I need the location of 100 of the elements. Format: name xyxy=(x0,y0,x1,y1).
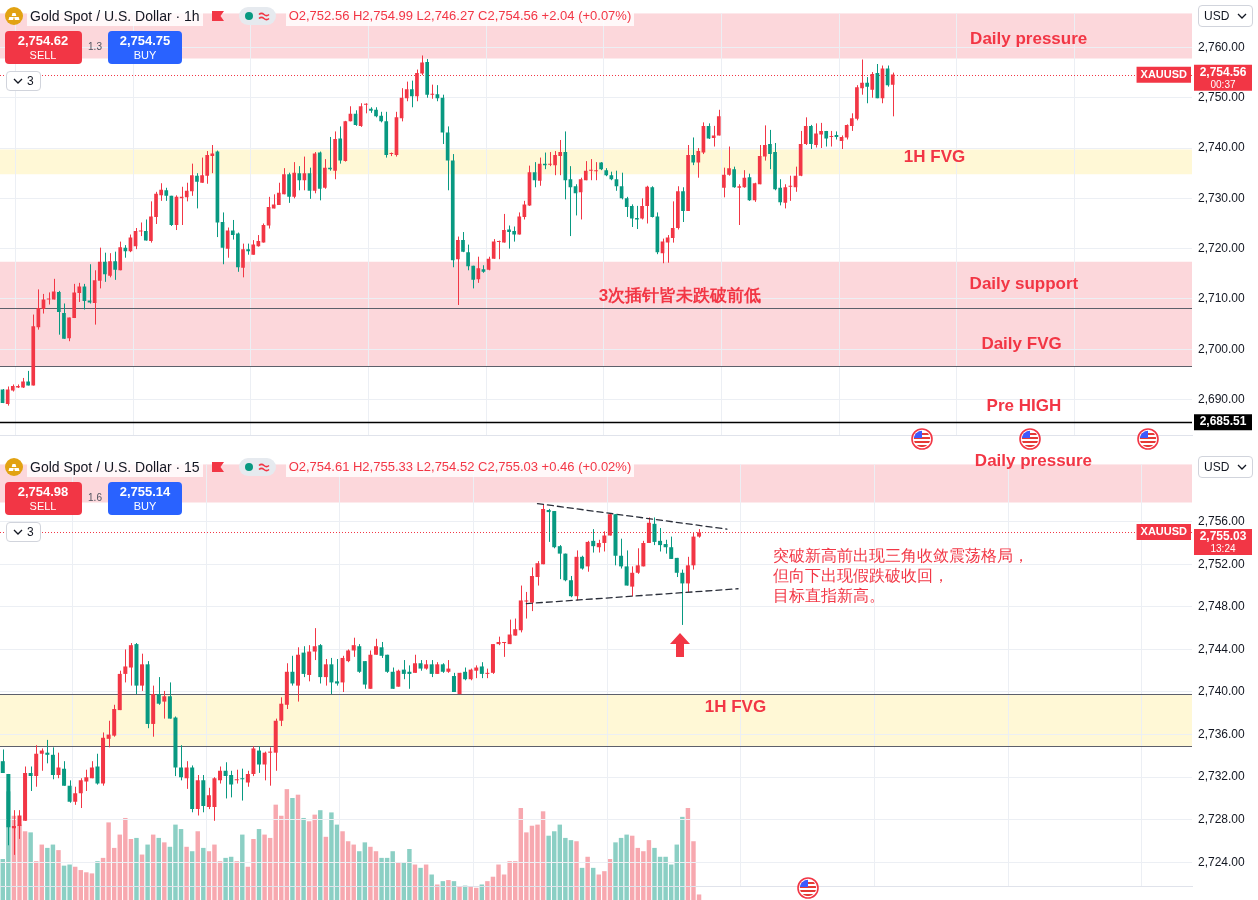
candlestick xyxy=(619,538,624,570)
annotation: 2,754.62 xyxy=(17,33,69,48)
text: 00:37 xyxy=(1210,78,1236,91)
candlestick xyxy=(108,252,112,278)
candlestick xyxy=(727,146,731,177)
sell-button: 2,754.98 SELL xyxy=(5,482,82,515)
ref-line-label: XAUUSD xyxy=(1140,525,1188,538)
bar xyxy=(290,798,295,900)
candlestick xyxy=(691,136,696,166)
y-tick-label: 2,710.00 xyxy=(1198,291,1246,306)
y-tick-label: 2,700.00 xyxy=(1198,341,1246,356)
candlestick xyxy=(234,769,239,785)
candlestick xyxy=(783,183,788,209)
candlestick xyxy=(681,186,685,223)
candlestick xyxy=(257,745,262,774)
annotation: 2,754.98 xyxy=(17,484,69,499)
band-label: Daily pressure xyxy=(970,28,1088,48)
candlestick xyxy=(323,658,328,687)
candlestick xyxy=(97,247,102,289)
bar xyxy=(301,817,306,900)
band-label: 1H FVG xyxy=(704,696,767,716)
candlestick xyxy=(652,516,657,546)
candlestick xyxy=(0,748,5,774)
candlestick xyxy=(118,241,123,271)
candlestick xyxy=(301,645,306,678)
bar xyxy=(574,841,579,900)
y-tick-label: 2,720.00 xyxy=(1198,240,1246,255)
band-label: Daily FVG xyxy=(981,333,1062,353)
candlestick xyxy=(591,528,596,554)
bar xyxy=(162,842,167,900)
candlestick xyxy=(240,768,245,802)
annotation: BUY xyxy=(133,49,157,62)
y-tick-label: 2,690.00 xyxy=(1198,391,1246,406)
candlestick xyxy=(128,642,133,687)
ref-line-label: XAUUSD xyxy=(1140,67,1188,80)
annotation: 1.3 xyxy=(88,41,102,53)
sell-button: 2,754.62 SELL xyxy=(5,31,82,64)
annotation: SELL xyxy=(29,49,57,62)
candlestick xyxy=(640,197,644,220)
candlestick xyxy=(279,696,284,727)
candlestick xyxy=(338,125,343,165)
candlestick xyxy=(297,165,302,191)
candlestick xyxy=(123,648,128,683)
candlestick xyxy=(140,653,145,692)
annotation: 1.6 xyxy=(88,492,102,504)
candlestick xyxy=(262,751,267,781)
bar xyxy=(201,847,206,900)
ref-line-label: Pre HIGH xyxy=(986,395,1062,415)
candlestick xyxy=(241,243,245,278)
candlestick xyxy=(56,752,61,779)
candlestick xyxy=(466,244,470,271)
buy-button: 2,755.14 BUY xyxy=(108,482,182,515)
bar xyxy=(446,880,451,900)
annotation: 3 xyxy=(27,525,34,539)
candlestick xyxy=(62,760,67,787)
candlestick xyxy=(162,690,167,720)
candlestick xyxy=(138,221,143,237)
bar xyxy=(184,846,189,900)
annotation: 突破新高前出现三角收敛震荡格局， xyxy=(773,546,1029,566)
chart-title: Gold Spot / U.S. Dollar · 15 xyxy=(27,457,203,477)
candlestick xyxy=(491,238,496,260)
candlestick xyxy=(363,102,368,114)
candlestick xyxy=(430,84,435,100)
bar xyxy=(95,861,100,900)
y-tick-label: 2,740.00 xyxy=(1198,684,1246,699)
candlestick xyxy=(568,575,573,598)
bar xyxy=(28,832,33,900)
y-tick-label: 2,744.00 xyxy=(1198,641,1246,656)
annotation: O2,754.61 H2,755.33 L2,754.52 C2,755.03 +0.46 (+0.02%) xyxy=(285,457,635,477)
text: 13:24 xyxy=(1210,543,1236,555)
candlestick xyxy=(624,549,629,587)
candlestick xyxy=(103,252,107,283)
candlestick xyxy=(476,256,481,284)
candlestick xyxy=(28,766,33,792)
candlestick xyxy=(630,565,635,597)
candlestick xyxy=(645,185,649,224)
candlestick xyxy=(711,125,716,148)
dropdown-button: 3 xyxy=(6,522,41,542)
band-label: Daily pressure xyxy=(974,450,1093,470)
candlestick xyxy=(323,158,327,190)
candlestick xyxy=(670,200,675,244)
bar xyxy=(457,886,462,900)
candlestick xyxy=(39,747,44,772)
candlestick xyxy=(732,166,736,189)
currency-dropdown: USD xyxy=(1198,456,1254,478)
y-tick-label: 2,752.00 xyxy=(1198,556,1246,571)
text: 2,755.03 xyxy=(1199,528,1247,543)
annotation: BUY xyxy=(133,500,157,513)
y-tick-label: 2,728.00 xyxy=(1198,812,1246,827)
candlestick xyxy=(195,172,199,209)
y-tick-label: 2,740.00 xyxy=(1198,140,1246,155)
candlestick xyxy=(517,211,522,236)
candlestick xyxy=(557,544,562,580)
annotation: O2,752.56 H2,754.99 L2,746.27 C2,754.56 +2.04 (+0.07%) xyxy=(285,6,635,26)
candlestick xyxy=(113,251,117,281)
candlestick xyxy=(658,527,663,552)
y-tick-label: 2,756.00 xyxy=(1198,513,1246,528)
band-label: Daily support xyxy=(969,273,1079,293)
currency-dropdown: USD xyxy=(1198,5,1254,27)
candlestick xyxy=(190,163,194,197)
